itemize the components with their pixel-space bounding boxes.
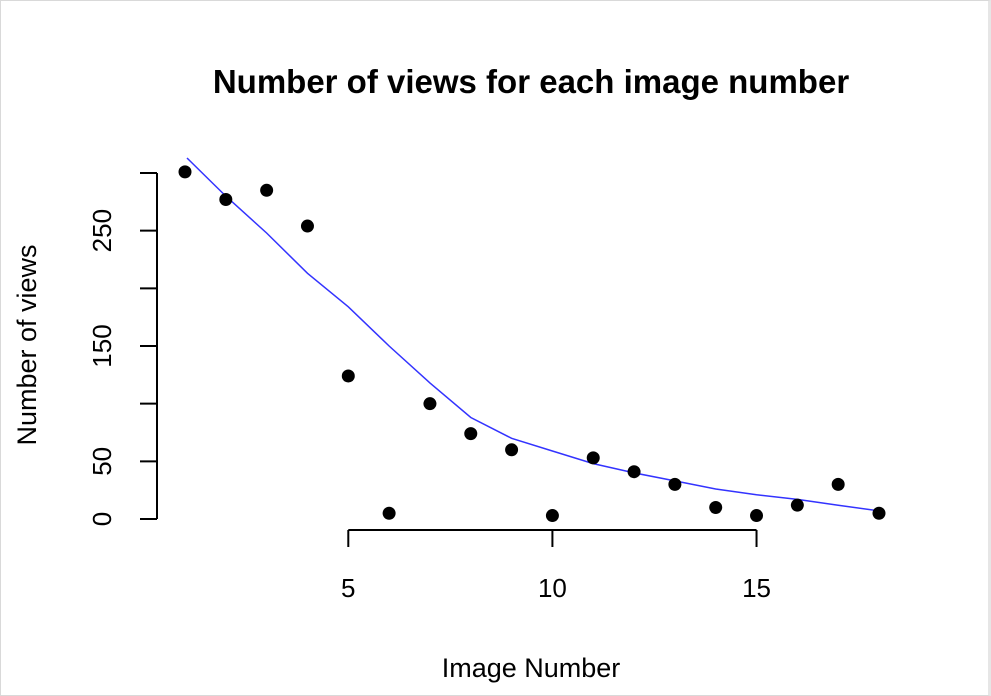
data-point xyxy=(341,369,355,383)
y-tick-label: 150 xyxy=(87,324,117,367)
x-axis-label: Image Number xyxy=(442,653,621,683)
data-point xyxy=(300,219,314,233)
x-tick-label: 5 xyxy=(341,573,355,603)
data-point xyxy=(750,509,764,523)
y-axis: 0 50 150 250 xyxy=(87,172,158,526)
data-point xyxy=(382,506,396,520)
data-point xyxy=(872,506,886,520)
data-point xyxy=(423,397,437,411)
data-point xyxy=(178,165,192,179)
x-tick-label: 15 xyxy=(742,573,771,603)
data-point xyxy=(586,451,600,465)
y-axis-label: Number of views xyxy=(12,244,42,445)
data-point xyxy=(505,443,519,457)
y-tick-label: 0 xyxy=(87,512,117,526)
data-point xyxy=(545,509,559,523)
y-tick-label: 50 xyxy=(87,447,117,476)
data-point xyxy=(260,183,274,197)
data-point xyxy=(627,465,641,479)
data-point xyxy=(709,500,723,514)
y-tick-label: 250 xyxy=(87,209,117,252)
data-point xyxy=(464,427,478,441)
data-point xyxy=(790,498,804,512)
x-axis: 5 10 15 xyxy=(341,529,771,603)
smooth-trend-line xyxy=(186,157,880,512)
data-point xyxy=(668,477,682,491)
data-point xyxy=(219,193,233,207)
series-group xyxy=(178,157,886,523)
data-point xyxy=(831,477,845,491)
chart-title: Number of views for each image number xyxy=(213,63,849,100)
x-tick-label: 10 xyxy=(538,573,567,603)
